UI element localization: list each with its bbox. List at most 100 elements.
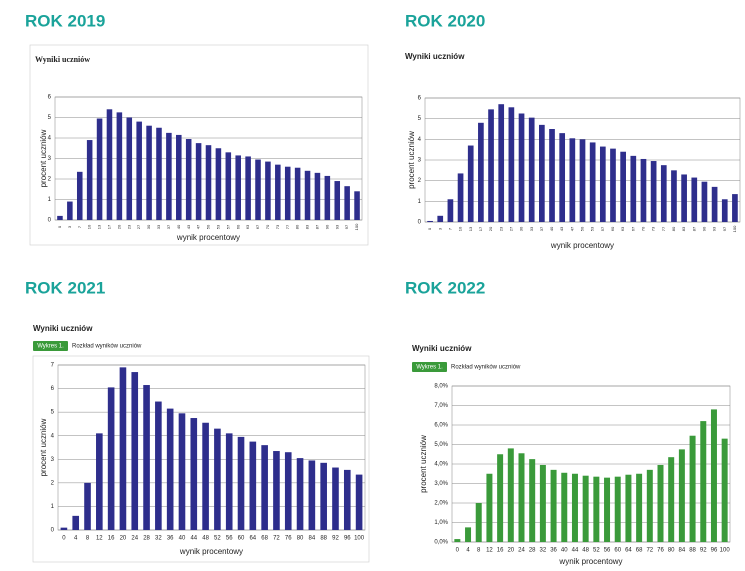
bar [255,159,261,220]
bar [630,155,637,222]
x-axis-label: wynik procentowy [558,557,622,566]
x-tick-label: 80 [295,224,300,229]
x-tick-label: 10 [458,226,463,231]
x-tick-label: 83 [305,224,310,229]
x-tick-label: 96 [711,548,718,554]
bar [711,186,718,222]
x-tick-label: 72 [646,548,653,554]
bar [579,139,586,222]
x-tick-label: 8 [477,548,481,554]
bar [185,139,192,220]
y-tick-label: 6 [418,96,422,102]
bar [304,170,311,220]
y-tick-label: 5 [51,410,55,416]
bar [569,138,576,222]
badge-label: Wykres 1. [416,365,443,371]
bar [76,171,83,220]
bar [640,158,647,222]
bar [561,472,568,542]
bar [324,175,331,220]
badge-label: Wykres 1. [37,344,64,350]
bar [668,457,675,542]
x-tick-label: 93 [712,226,717,231]
plot-area [57,364,366,531]
x-tick-label: 100 [732,225,737,232]
x-tick-label: 0 [427,227,432,230]
x-tick-label: 60 [610,226,615,231]
x-tick-label: 3 [437,227,442,230]
bar [265,161,271,220]
x-tick-label: 37 [166,224,171,229]
x-tick-label: 28 [529,548,536,554]
x-tick-label: 33 [529,226,534,231]
bar [518,453,525,542]
bar [681,174,687,222]
x-tick-label: 92 [332,536,339,542]
bar [457,173,464,222]
bar [225,152,232,220]
x-tick-label: 93 [334,224,339,229]
bar [599,146,606,222]
bar [732,194,738,222]
bar [195,143,202,220]
bar [116,112,123,220]
y-tick-label: 3,0% [434,481,448,487]
bar [176,134,182,220]
bar [427,220,433,222]
bar [620,151,626,222]
x-tick-label: 20 [507,548,514,554]
bar [691,177,698,222]
heading: ROK 2020 [405,11,485,30]
bar [678,449,685,542]
bar [614,476,621,542]
x-tick-label: 57 [600,226,605,231]
x-tick-label: 80 [671,226,676,231]
x-axis-label: wynik procentowy [179,547,243,556]
bar [710,409,717,542]
y-tick-label: 5 [48,115,52,121]
x-tick-label: 48 [582,548,589,554]
x-tick-label: 73 [651,226,656,231]
bar [559,133,566,222]
bar [354,191,360,220]
x-tick-label: 73 [275,224,280,229]
bar [488,109,494,222]
bar [190,418,198,530]
bar [215,148,222,220]
bar [343,469,351,530]
y-tick-label: 3 [48,156,52,162]
x-tick-label: 100 [354,536,365,542]
bar [507,448,514,542]
x-tick-label: 100 [720,548,731,554]
x-tick-label: 72 [273,536,280,542]
y-tick-label: 5,0% [434,442,448,448]
y-axis-label: procent uczniów [407,131,416,189]
subtitle: Rozkład wyników uczniów [451,365,521,371]
x-tick-label: 13 [97,224,102,229]
x-tick-label: 13 [468,226,473,231]
x-tick-label: 76 [657,548,664,554]
bar [57,215,63,220]
chart-frame [29,44,369,246]
x-tick-label: 90 [324,224,329,229]
x-tick-label: 88 [320,536,327,542]
x-tick-label: 76 [285,536,292,542]
x-tick-label: 60 [614,548,621,554]
x-tick-label: 7 [77,225,82,228]
bar [166,132,172,220]
x-tick-label: 24 [131,536,138,542]
x-tick-label: 32 [540,548,547,554]
x-tick-label: 44 [572,548,579,554]
x-tick-label: 88 [689,548,696,554]
x-tick-label: 0 [456,548,460,554]
x-tick-label: 0 [57,225,62,228]
x-tick-label: 67 [630,226,635,231]
bar [67,201,73,220]
heading: ROK 2021 [25,278,105,297]
bar [237,436,245,530]
bar [701,181,708,222]
x-tick-label: 84 [679,548,686,554]
y-tick-label: 2 [48,177,52,183]
y-tick-label: 0 [418,220,422,226]
x-tick-label: 100 [354,223,359,230]
